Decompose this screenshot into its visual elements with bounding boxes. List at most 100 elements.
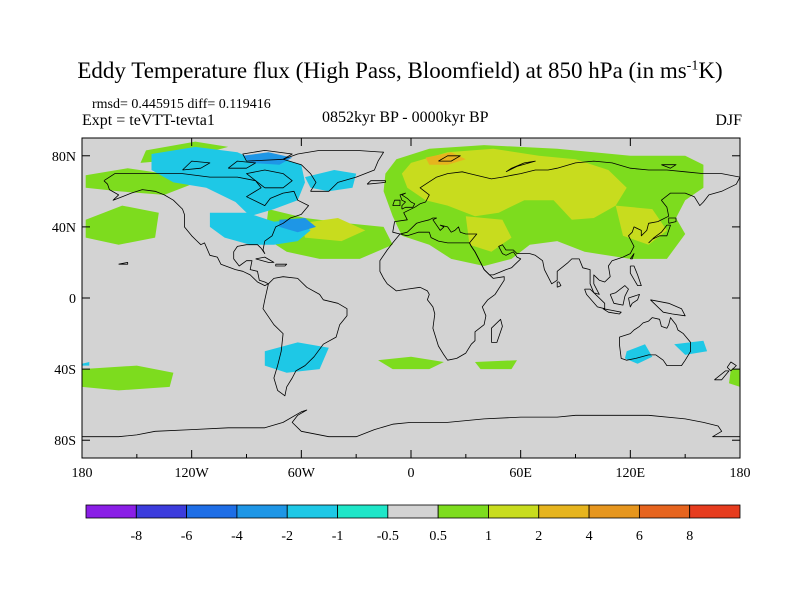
colorbar-swatch (186, 504, 238, 519)
coastline-32 (118, 261, 129, 265)
coastline-0 (103, 173, 310, 287)
colorbar-label: 2 (535, 529, 542, 544)
colorbar-swatch (538, 504, 590, 519)
x-tick-label: 120E (616, 466, 646, 481)
flux-region-9 (425, 152, 466, 165)
coastline-9 (366, 180, 386, 185)
colorbar-labels: -8 -6 -4 -2 -1 -0.5 0.5 1 2 4 6 8 (130, 529, 693, 544)
colorbar-label: 6 (636, 529, 643, 544)
coastline-15 (609, 285, 629, 306)
y-tick-label: 40N (52, 221, 76, 236)
colorbar-swatch (236, 504, 288, 519)
coastline-28 (275, 263, 288, 267)
coastline-22 (726, 361, 737, 372)
coastline-31 (661, 164, 677, 169)
x-axis-labels: 180 120W 60W 0 60E 120E 180 (72, 466, 751, 481)
flux-region-19 (82, 365, 174, 391)
flux-region-6 (615, 205, 667, 245)
colorbar-swatch (488, 504, 540, 519)
y-tick-label: 80S (54, 434, 76, 449)
coastline-11 (668, 217, 677, 224)
flux-region-10 (151, 146, 305, 217)
experiment-label: Expt = teVTT-tevta1 (82, 112, 215, 129)
x-tick-label: 180 (730, 466, 751, 481)
flux-region-5 (401, 148, 627, 220)
x-tick-label: 0 (408, 466, 415, 481)
x-tick-label: 180 (72, 466, 93, 481)
colorbar-label: 8 (686, 529, 693, 544)
coastline-25 (227, 160, 257, 169)
coastline-23 (246, 169, 293, 189)
flux-region-8 (301, 218, 366, 242)
flux-region-13 (264, 342, 329, 373)
colorbar-swatch (387, 504, 439, 519)
rmsd-diff-stats: rmsd= 0.445915 diff= 0.119416 (92, 97, 271, 112)
colorbar-swatch (135, 504, 188, 519)
colorbar-swatch (588, 504, 640, 519)
colorbar (85, 504, 741, 519)
coastline-14 (602, 308, 622, 315)
x-tick-label: 120W (175, 466, 210, 481)
flux-region-11 (209, 212, 311, 245)
y-tick-label: 40S (54, 363, 76, 378)
axis-ticks (81, 138, 741, 458)
coastline-26 (242, 149, 293, 162)
coastline-17 (650, 299, 686, 317)
coastline-7 (399, 192, 416, 210)
coastline-2 (282, 149, 385, 192)
colorbar-label: -4 (231, 529, 243, 544)
coastline-19 (629, 253, 635, 260)
season-label: DJF (715, 112, 742, 129)
colorbar-label: 0.5 (429, 529, 447, 544)
flux-region-16 (82, 362, 90, 366)
coastline-27 (255, 256, 275, 263)
colorbar-swatch (286, 504, 338, 519)
colorbar-label: -0.5 (377, 529, 399, 544)
coastline-29 (438, 155, 461, 162)
flux-region-7 (465, 216, 512, 252)
coastline-6 (82, 409, 740, 450)
coastline-30 (505, 160, 536, 173)
title-main: Eddy Temperature flux (High Pass, Bloomf… (77, 58, 687, 83)
colorbar-swatch (337, 504, 389, 519)
coastline-10 (648, 224, 671, 244)
coastline-16 (628, 293, 640, 308)
colorbar-label: 1 (485, 529, 492, 544)
coastline-13 (584, 288, 606, 310)
x-tick-label: 60E (509, 466, 532, 481)
y-tick-label: 0 (69, 292, 76, 307)
colorbar-label: -8 (130, 529, 142, 544)
colorbar-label: -2 (281, 529, 293, 544)
flux-region-2 (85, 205, 159, 245)
flux-region-12 (305, 170, 357, 192)
coastline-21 (714, 370, 730, 381)
coastline-5 (619, 317, 691, 367)
y-tick-label: 80N (52, 150, 76, 165)
period-label: 0852kyr BP - 0000kyr BP (322, 109, 489, 126)
map-title: Eddy Temperature flux (High Pass, Bloomf… (0, 58, 800, 84)
colorbar-label: 4 (586, 529, 593, 544)
colorbar-swatch (437, 504, 489, 519)
colorbar-label: -1 (332, 529, 344, 544)
flux-region-17 (242, 152, 293, 165)
y-axis-labels: 80N 40N 0 40S 80S (52, 150, 76, 449)
colorbar-swatch (85, 504, 137, 519)
coastline-12 (490, 318, 503, 343)
flux-region-18 (279, 218, 316, 233)
coastline-24 (182, 160, 211, 171)
flux-region-21 (475, 360, 517, 370)
flux-region-22 (729, 369, 740, 387)
x-tick-label: 60W (288, 466, 316, 481)
colorbar-swatch (689, 504, 741, 519)
coastlines (82, 149, 740, 450)
coastline-18 (629, 265, 642, 287)
colorbar-swatch (638, 504, 691, 519)
flux-region-20 (378, 356, 444, 370)
coastline-4 (379, 231, 505, 361)
coastline-1 (262, 276, 348, 397)
coastline-20 (556, 281, 562, 288)
title-superscript: -1 (686, 58, 699, 74)
colorbar-label: -6 (181, 529, 193, 544)
title-tail: K) (698, 58, 723, 83)
